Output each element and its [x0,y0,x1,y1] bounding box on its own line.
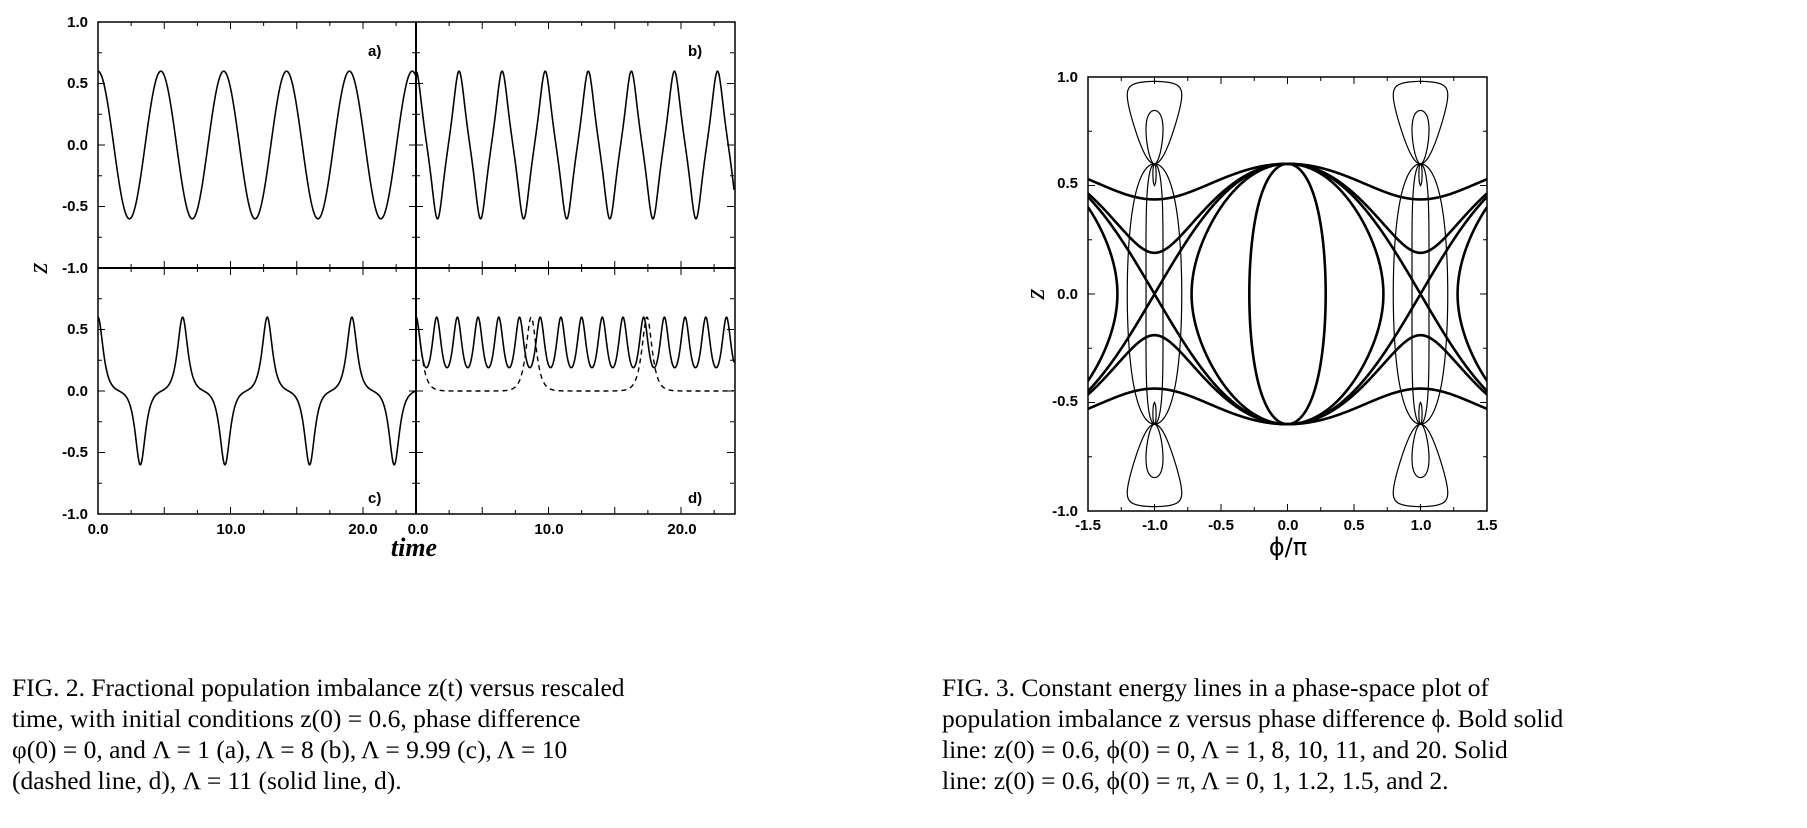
x-tick-label: 0.0 [408,521,429,538]
y-tick-label: -0.5 [62,198,88,215]
bold-energy-line [1088,162,1487,426]
x-tick-label: -1.0 [1142,517,1168,534]
thin-energy-lines [1126,80,1449,508]
caption-line: (dashed line, d), Λ = 11 (solid line, d)… [12,766,402,795]
x-tick-label: 0.0 [1278,517,1299,534]
y-tick-label: -0.5 [62,444,88,461]
curve-panel-d-dashed [415,316,735,392]
fig2-tick-marks [97,21,734,515]
y-tick-label: -1.0 [62,260,88,277]
thin-energy-line [1152,163,1423,425]
x-tick-label: -0.5 [1208,517,1234,534]
y-tick-label: 1.0 [67,14,88,31]
x-tick-label: 0.0 [88,521,109,538]
fig3-tick-marks [1087,76,1488,512]
bold-energy-lines [1088,162,1487,426]
caption-line: line: z(0) = 0.6, ϕ(0) = 0, Λ = 1, 8, 10… [942,735,1508,764]
caption-line: time, with initial conditions z(0) = 0.6… [12,704,581,733]
curve-panel-a [97,70,417,220]
bold-energy-line [1248,162,1327,426]
x-tick-label: 1.5 [1477,517,1498,534]
fig2-y-axis-label: z [23,262,54,274]
y-tick-label: 0.5 [67,75,88,92]
phase-plot-frame [1087,76,1488,512]
y-tick-label: 0.0 [1057,286,1078,303]
caption-line: FIG. 2. Fractional population imbalance … [12,673,625,702]
fig3-y-axis-label: z [1020,288,1051,300]
panel-label-c: c) [368,490,381,507]
caption-line: population imbalance z versus phase diff… [942,704,1564,733]
y-tick-label: -1.0 [62,506,88,523]
caption-line: φ(0) = 0, and Λ = 1 (a), Λ = 8 (b), Λ = … [12,735,568,764]
caption-line: line: z(0) = 0.6, ϕ(0) = π, Λ = 0, 1, 1.… [942,766,1449,795]
fig3-chart: 1.0 0.5 0.0 -0.5 -1.0 -1.5 -1.0 -0.5 0.0… [1020,69,1498,561]
y-tick-label: 0.5 [1057,175,1078,192]
panel-label-a: a) [368,43,381,60]
panel-label-d: d) [688,490,702,507]
y-tick-label: 0.5 [67,321,88,338]
thin-energy-line [1126,163,1449,425]
bold-energy-line [1088,162,1487,426]
x-tick-label: 0.5 [1344,517,1365,534]
fig3-caption: FIG. 3. Constant energy lines in a phase… [942,672,1797,796]
y-tick-label: 1.0 [1057,69,1078,86]
y-tick-label: 0.0 [67,383,88,400]
x-tick-label: -1.5 [1075,517,1101,534]
curve-panel-d-solid [415,316,735,369]
curve-panel-c [97,316,417,466]
y-tick-label: -1.0 [1052,503,1078,520]
x-tick-label: 20.0 [667,521,696,538]
x-tick-label: 10.0 [534,521,563,538]
bold-energy-line [1088,162,1487,426]
thin-energy-line [1145,163,1430,425]
x-tick-label: 10.0 [216,521,245,538]
y-tick-label: 0.0 [67,137,88,154]
x-tick-label: 20.0 [348,521,377,538]
fig2-chart: a) b) c) d) 1.0 0.5 0.0 -0.5 -1.0 0.5 0.… [23,14,736,562]
fig3-x-axis-label: ϕ/π [1269,533,1307,561]
thin-energy-line [1126,80,1449,508]
y-tick-label: -0.5 [1052,393,1078,410]
thin-energy-line [1145,109,1430,479]
fig2-caption: FIG. 2. Fractional population imbalance … [12,672,890,796]
fig2-x-axis-label: time [391,533,437,562]
bold-energy-line [1088,162,1487,426]
panel-label-b: b) [688,43,702,60]
curve-panel-b [415,70,735,220]
x-tick-label: 1.0 [1411,517,1432,534]
caption-line: FIG. 3. Constant energy lines in a phase… [942,673,1489,702]
panel-frame-c [97,267,417,515]
